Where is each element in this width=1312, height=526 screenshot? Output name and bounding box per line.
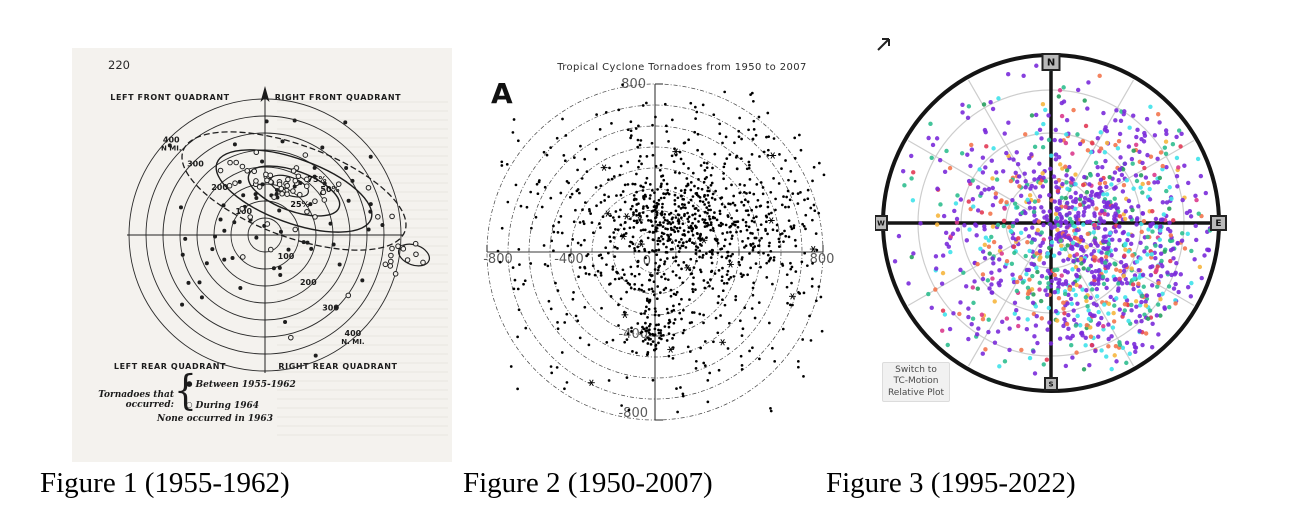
quadrant-label-rear-left: LEFT REAR QUADRANT: [113, 362, 227, 371]
caption-figure2: Figure 2 (1950-2007): [463, 467, 713, 499]
button-line-3: Relative Plot: [887, 387, 945, 398]
tick-origin: 0: [642, 254, 651, 269]
switch-plot-button[interactable]: Switch to TC-Motion Relative Plot: [882, 362, 950, 402]
legend-note: None occurred in 1963: [157, 414, 273, 424]
figure2-title: Tropical Cyclone Tornadoes from 1950 to …: [557, 62, 807, 73]
button-line-2: TC-Motion: [893, 376, 939, 387]
svg-text:E: E: [1215, 219, 1221, 229]
figure3-panel: N E S W Switch to TC-Motion Relative Plot: [875, 35, 1312, 461]
button-line-1: Switch to: [895, 365, 937, 376]
legend-item-1955-1962: ● Between 1955-1962: [186, 379, 296, 390]
legend-item-label: During 1964: [195, 401, 260, 411]
filled-dot-icon: ●: [186, 379, 193, 388]
caption-figure3: Figure 3 (1995-2022): [826, 467, 1076, 499]
svg-text:100: 100: [278, 252, 295, 261]
figure2-panel-label: A: [491, 77, 513, 110]
tick-left-neg800: -800: [483, 252, 513, 267]
figure1-legend: Tornadoes that occurred: { ● Between 1955…: [72, 48, 452, 462]
svg-text:50%: 50%: [320, 185, 339, 194]
figure2-plot: [486, 83, 826, 421]
figure1-panel: 220 LEFT FRONT QUADRANT RIGHT FRONT QUAD…: [72, 48, 452, 462]
svg-text:75%: 75%: [307, 175, 326, 184]
quadrant-label-front-right: RIGHT FRONT QUADRANT: [274, 93, 402, 102]
tick-right-800: 800: [809, 252, 835, 267]
legend-intro: Tornadoes that occurred:: [98, 390, 174, 410]
svg-text:300: 300: [322, 304, 339, 313]
page-number: 220: [108, 58, 130, 72]
quadrant-label-rear-right: RIGHT REAR QUADRANT: [278, 362, 398, 371]
expand-icon[interactable]: [875, 35, 893, 53]
tick-bottom-neg800: -800: [618, 406, 648, 421]
tick-y-neg400: -400: [618, 327, 648, 342]
svg-text:S: S: [1048, 381, 1053, 389]
svg-text:100: 100: [235, 207, 252, 216]
legend-item-label: Between 1955-1962: [195, 380, 296, 390]
figure2-panel: Tropical Cyclone Tornadoes from 1950 to …: [480, 55, 870, 455]
svg-text:N: N: [1047, 58, 1055, 69]
legend-brace-icon: {: [174, 367, 197, 416]
svg-text:25%: 25%: [290, 200, 309, 209]
tick-x-neg400: -400: [554, 252, 584, 267]
tick-top-800: 800: [621, 77, 646, 92]
svg-text:200: 200: [300, 278, 317, 287]
legend-item-1964: ○ During 1964: [186, 400, 259, 411]
svg-text:200: 200: [211, 183, 228, 192]
open-dot-icon: ○: [186, 400, 193, 409]
caption-figure1: Figure 1 (1955-1962): [40, 467, 290, 499]
svg-text:W: W: [877, 220, 885, 228]
svg-text:300: 300: [187, 159, 204, 168]
figure3-plot: N E S W: [875, 53, 1227, 393]
quadrant-label-front-left: LEFT FRONT QUADRANT: [110, 93, 230, 102]
